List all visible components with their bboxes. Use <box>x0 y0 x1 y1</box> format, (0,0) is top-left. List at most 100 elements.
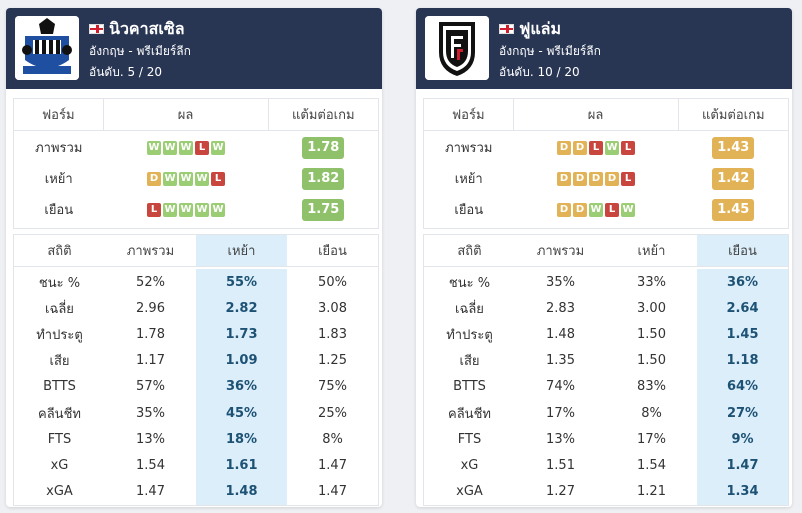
stat-label: ชนะ % <box>38 275 81 291</box>
stats-header-cell[interactable]: เยือน <box>697 235 788 266</box>
stat-value: 1.54 <box>136 457 165 473</box>
stat-value: 1.78 <box>136 326 165 342</box>
result-pill[interactable]: D <box>557 140 572 155</box>
team-card-fulham: ฟูแล่ม อังกฤษ - พรีเมียร์ลีก อันดับ. 10 … <box>416 8 792 507</box>
ppg-cell: 1.82 <box>269 163 378 194</box>
stat-value: 1.50 <box>637 326 666 342</box>
stat-value: 1.47 <box>697 452 788 479</box>
stat-row: เฉลี่ย 2.96 2.82 3.08 <box>14 295 378 322</box>
form-header-cell: ฟอร์ม <box>424 99 514 130</box>
stats-header-cell[interactable]: ภาพรวม <box>536 244 585 259</box>
ppg-badge: 1.42 <box>712 167 755 190</box>
stat-value: 1.21 <box>637 484 666 500</box>
form-row: เยือน L W W W W 1.75 <box>14 194 378 225</box>
form-header-cell: แต้มต่อเกม <box>702 108 765 123</box>
stat-label: เฉลี่ย <box>45 301 74 317</box>
result-pill[interactable]: L <box>589 140 604 155</box>
stat-value: 1.47 <box>136 484 165 500</box>
league-name[interactable]: อังกฤษ - พรีเมียร์ลีก <box>89 44 191 58</box>
england-flag-icon <box>89 24 104 34</box>
result-pill[interactable]: D <box>573 140 588 155</box>
newcastle-crest-icon[interactable] <box>15 16 79 80</box>
stat-value: 1.34 <box>697 478 788 505</box>
result-pill[interactable]: D <box>557 202 572 217</box>
stat-row: คลีนชีท 35% 45% 25% <box>14 399 378 427</box>
form-table-header: ฟอร์ม ผล แต้มต่อเกม <box>424 99 788 131</box>
stat-value: 57% <box>136 379 165 395</box>
result-pill[interactable]: L <box>195 140 210 155</box>
result-pill[interactable]: W <box>195 171 210 186</box>
team-card-newcastle: นิวคาสเซิล อังกฤษ - พรีเมียร์ลีก อันดับ.… <box>6 8 382 507</box>
stats-table-body: ชนะ % 35% 33% 36% เฉลี่ย 2.83 3.00 2.64 ทำประตู 1… <box>424 267 788 505</box>
result-pill[interactable]: W <box>163 171 178 186</box>
stat-value: 1.18 <box>697 347 788 374</box>
result-pill[interactable]: D <box>573 202 588 217</box>
result-pill[interactable]: D <box>605 171 620 186</box>
form-row: เหย้า D D D D L 1.42 <box>424 163 788 194</box>
result-pill[interactable]: L <box>621 140 636 155</box>
result-pill[interactable]: D <box>589 171 604 186</box>
stat-value: 83% <box>637 379 666 395</box>
stat-value: 1.27 <box>546 484 575 500</box>
result-pill[interactable]: L <box>605 202 620 217</box>
stats-header-cell[interactable]: เยือน <box>318 244 347 259</box>
result-pill[interactable]: W <box>163 140 178 155</box>
result-pill[interactable]: D <box>147 171 162 186</box>
stat-label: คลีนชีท <box>38 406 81 422</box>
stats-header-cell[interactable]: ภาพรวม <box>126 244 175 259</box>
league-name[interactable]: อังกฤษ - พรีเมียร์ลีก <box>499 44 601 58</box>
form-header-cell: ฟอร์ม <box>14 99 104 130</box>
stats-header-cell: สถิติ <box>47 244 72 259</box>
stat-value: 1.83 <box>318 326 347 342</box>
fulham-crest-icon[interactable] <box>425 16 489 80</box>
stat-label: ชนะ % <box>448 275 491 291</box>
result-pill[interactable]: W <box>179 171 194 186</box>
result-pill[interactable]: W <box>605 140 620 155</box>
stat-label: BTTS <box>43 379 76 395</box>
result-pill[interactable]: L <box>211 171 226 186</box>
result-pill[interactable]: W <box>147 140 162 155</box>
result-pill[interactable]: W <box>211 140 226 155</box>
stats-table: สถิติ ภาพรวม เหย้า เยือน ชนะ % 52% 55% 50% เฉลี่… <box>13 234 379 506</box>
result-pill[interactable]: L <box>147 202 162 217</box>
stats-header-cell[interactable]: เหย้า <box>637 244 666 259</box>
stat-label: เสีย <box>459 354 480 370</box>
form-table-body: ภาพรวม D D L W L 1.43 เหย้า D D D D L 1.42 เยือน D D W L W 1… <box>424 131 788 228</box>
form-row: เหย้า D W W W L 1.82 <box>14 163 378 194</box>
result-pill[interactable]: W <box>179 202 194 217</box>
ppg-badge: 1.43 <box>712 136 755 159</box>
stat-label: ทำประตู <box>446 327 493 343</box>
form-table-body: ภาพรวม W W W L W 1.78 เหย้า D W W W L 1.82 เยือน L W W W W 1… <box>14 131 378 228</box>
form-row-label: เหย้า <box>44 172 73 187</box>
result-pill[interactable]: W <box>589 202 604 217</box>
result-pill[interactable]: W <box>179 140 194 155</box>
result-pill[interactable]: W <box>211 202 226 217</box>
form-header-cell: แต้มต่อเกม <box>292 108 355 123</box>
form-row: ภาพรวม D D L W L 1.43 <box>424 132 788 163</box>
stat-value: 1.73 <box>196 321 287 348</box>
result-pill[interactable]: W <box>195 202 210 217</box>
stat-value: 1.48 <box>196 478 287 505</box>
result-pill[interactable]: W <box>621 202 636 217</box>
stat-value: 1.61 <box>196 452 287 479</box>
result-pill[interactable]: L <box>621 171 636 186</box>
result-pill[interactable]: D <box>573 171 588 186</box>
stat-value: 52% <box>136 274 165 290</box>
stat-value: 1.47 <box>318 457 347 473</box>
result-pill[interactable]: W <box>163 202 178 217</box>
team-name[interactable]: ฟูแล่ม <box>519 18 561 38</box>
stat-label: xGA <box>46 484 73 500</box>
result-pill[interactable]: D <box>557 171 572 186</box>
stat-value: 8% <box>641 405 662 421</box>
form-row: เยือน D D W L W 1.45 <box>424 194 788 225</box>
stat-value: 55% <box>196 269 287 296</box>
form-row-label: เหย้า <box>454 172 483 187</box>
stats-header-cell[interactable]: เหย้า <box>196 235 287 266</box>
form-header-cell: ผล <box>104 99 269 130</box>
team-name[interactable]: นิวคาสเซิล <box>109 18 185 38</box>
stat-row: เฉลี่ย 2.83 3.00 2.64 <box>424 295 788 322</box>
stat-value: 75% <box>318 379 347 395</box>
stat-label: เสีย <box>49 354 70 370</box>
